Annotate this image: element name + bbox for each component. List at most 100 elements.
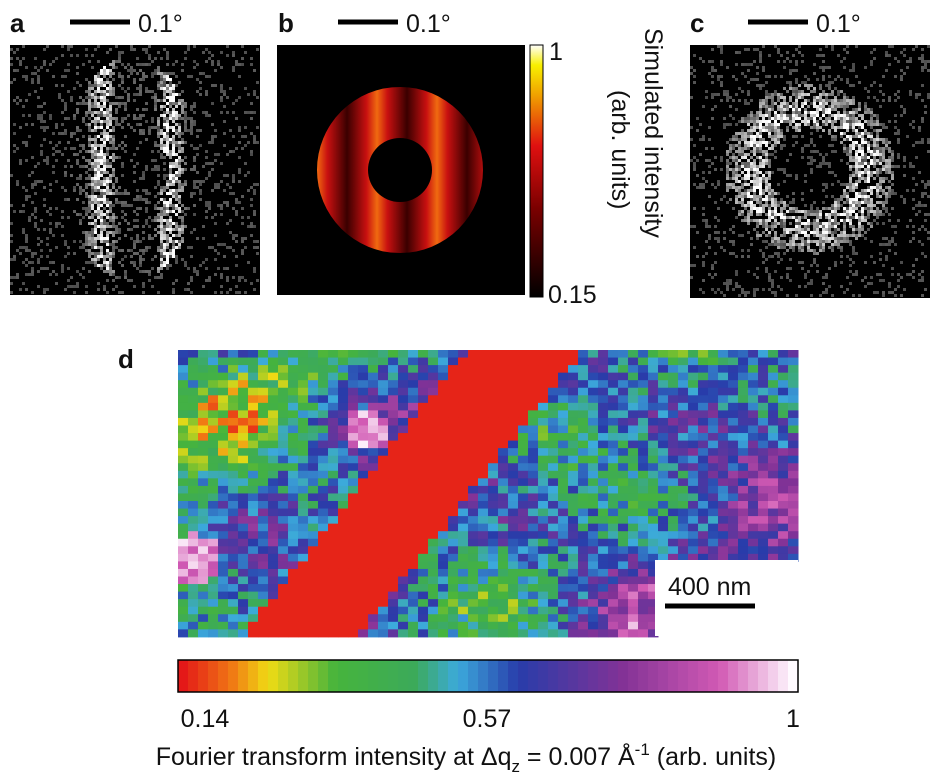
pixel [741, 90, 744, 93]
pixel [747, 201, 750, 204]
pixel [918, 204, 921, 207]
pixel [193, 213, 196, 216]
pixel [747, 165, 750, 168]
pixel [693, 207, 696, 210]
pixel [774, 144, 777, 147]
pixel [747, 168, 750, 171]
map-cell [468, 380, 479, 389]
pixel [136, 252, 139, 255]
map-cell [758, 395, 769, 404]
pixel [91, 84, 94, 87]
pixel [148, 225, 151, 228]
map-cell [278, 380, 289, 389]
pixel [109, 111, 112, 114]
map-cell [288, 380, 299, 389]
pixel [753, 126, 756, 129]
pixel [94, 252, 97, 255]
pixel [43, 111, 46, 114]
pixel [85, 54, 88, 57]
map-cell [378, 380, 389, 389]
pixel [921, 48, 924, 51]
pixel [741, 153, 744, 156]
pixel [100, 252, 103, 255]
pixel [897, 279, 900, 282]
map-cell [498, 440, 509, 449]
pixel [777, 117, 780, 120]
pixel [82, 207, 85, 210]
pixel [166, 111, 169, 114]
pixel [85, 240, 88, 243]
pixel [855, 270, 858, 273]
map-cell [748, 357, 759, 366]
pixel [193, 66, 196, 69]
pixel [873, 144, 876, 147]
pixel [786, 129, 789, 132]
pixel [94, 93, 97, 96]
pixel [136, 225, 139, 228]
map-cell [618, 440, 629, 449]
pixel [169, 183, 172, 186]
pixel [94, 150, 97, 153]
pixel [714, 273, 717, 276]
pixel [849, 123, 852, 126]
pixel [124, 213, 127, 216]
pixel [774, 111, 777, 114]
pixel [882, 165, 885, 168]
pixel [130, 159, 133, 162]
pixel [717, 288, 720, 291]
map-cell [448, 425, 459, 434]
pixel [190, 255, 193, 258]
pixel [118, 201, 121, 204]
pixel [870, 207, 873, 210]
pixel [795, 294, 798, 297]
pixel [789, 210, 792, 213]
map-cell [188, 410, 199, 419]
pixel [175, 234, 178, 237]
pixel [714, 69, 717, 72]
pixel [193, 111, 196, 114]
pixel [828, 267, 831, 270]
pixel [798, 93, 801, 96]
map-cell [708, 463, 719, 472]
pixel [124, 135, 127, 138]
map-cell [588, 433, 599, 442]
pixel [67, 267, 70, 270]
pixel [789, 60, 792, 63]
pixel [813, 126, 816, 129]
pixel [163, 123, 166, 126]
map-cell [448, 410, 459, 419]
pixel [55, 57, 58, 60]
pixel [181, 132, 184, 135]
pixel [19, 288, 22, 291]
map-cell [198, 357, 209, 366]
pixel [858, 147, 861, 150]
pixel [103, 288, 106, 291]
pixel [876, 138, 879, 141]
pixel [238, 129, 241, 132]
pixel [726, 186, 729, 189]
pixel [705, 225, 708, 228]
pixel [852, 141, 855, 144]
pixel [220, 90, 223, 93]
pixel [79, 219, 82, 222]
pixel [175, 117, 178, 120]
pixel [145, 207, 148, 210]
pixel [777, 255, 780, 258]
pixel [810, 132, 813, 135]
pixel [780, 258, 783, 261]
pixel [861, 153, 864, 156]
pixel [813, 144, 816, 147]
pixel [79, 165, 82, 168]
map-cell [658, 365, 669, 374]
pixel [88, 240, 91, 243]
pixel [768, 93, 771, 96]
pixel [804, 75, 807, 78]
pixel [175, 111, 178, 114]
pixel [46, 243, 49, 246]
pixel [154, 57, 157, 60]
pixel [88, 162, 91, 165]
pixel [226, 201, 229, 204]
pixel [771, 93, 774, 96]
pixel [163, 144, 166, 147]
pixel [178, 99, 181, 102]
